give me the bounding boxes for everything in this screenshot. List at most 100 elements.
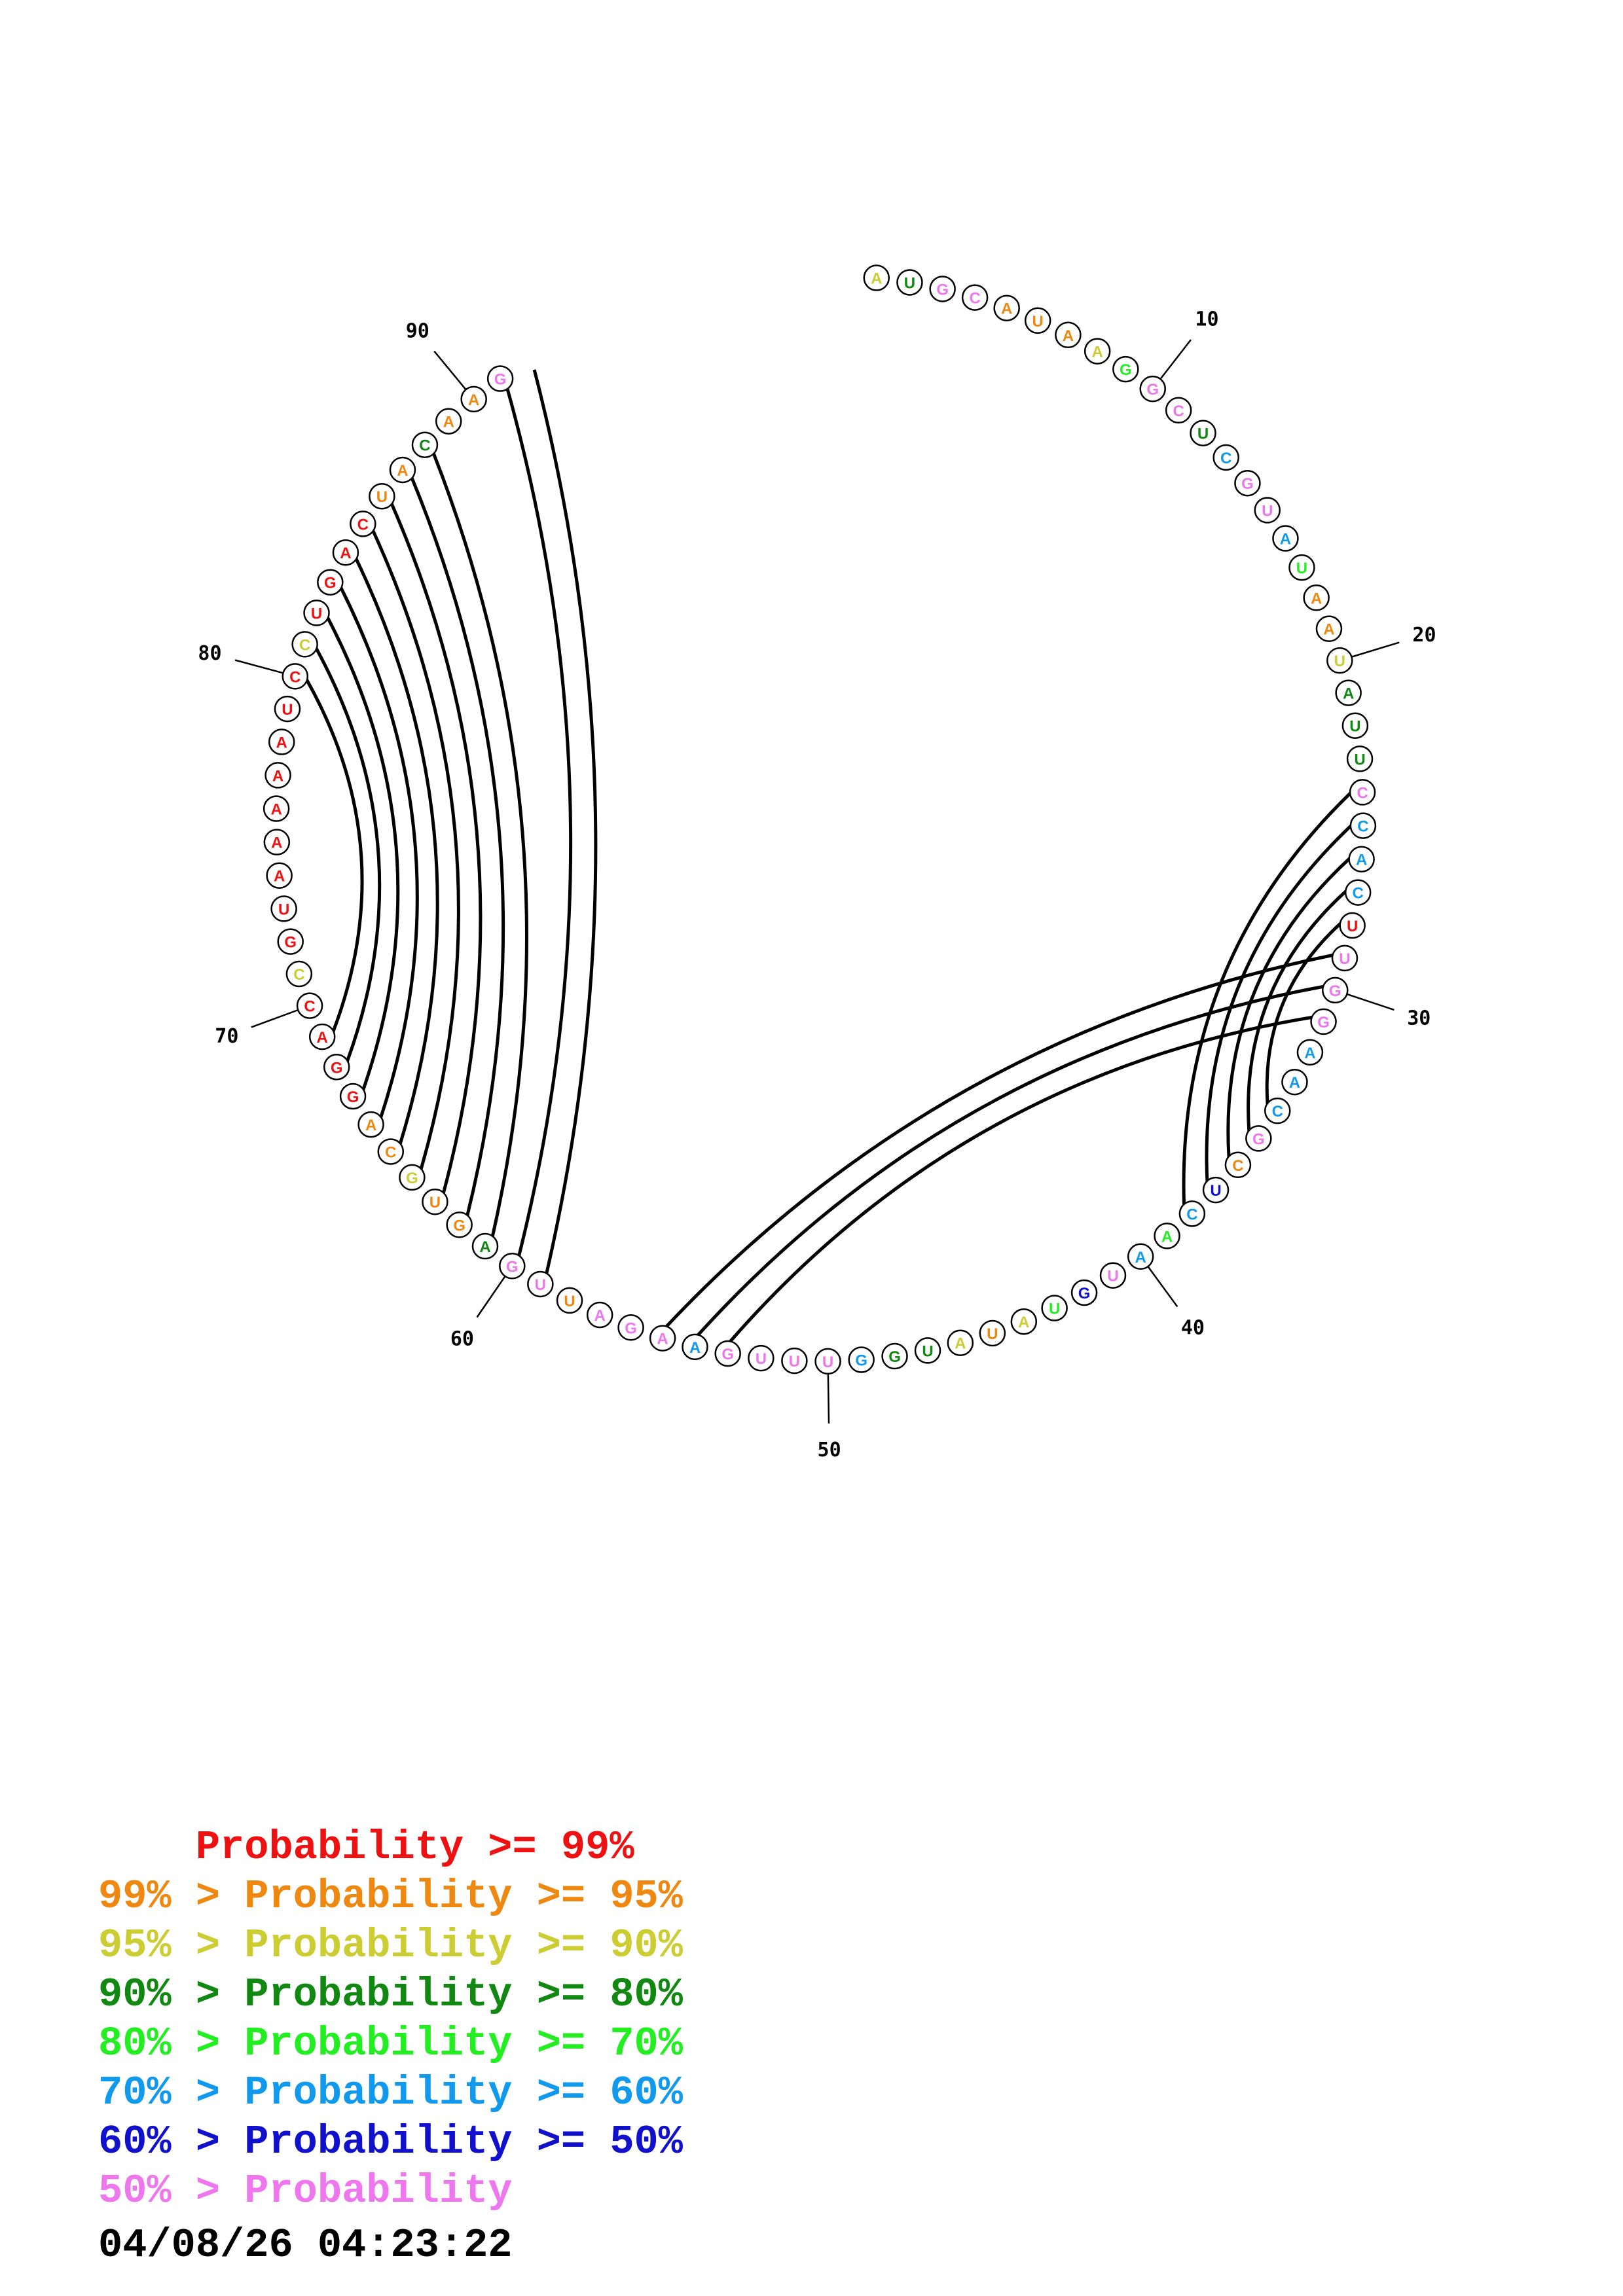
nucleotide-circle — [1346, 745, 1374, 772]
nucleotide-circle — [929, 276, 956, 302]
nucleotide-circle — [1154, 1223, 1180, 1249]
nucleotide-circle — [1127, 1243, 1154, 1270]
nucleotide-letter: A — [1311, 590, 1322, 607]
nucleotide-letter: U — [282, 701, 293, 719]
nucleotide-circle — [1331, 944, 1359, 972]
position-label: 90 — [406, 320, 429, 343]
nucleotide-circle — [1326, 647, 1353, 674]
nucleotide-letter: G — [406, 1170, 418, 1187]
nucleotide-circle — [781, 1347, 808, 1374]
nucleotide-circle — [1165, 397, 1192, 424]
nucleotide-circle — [1344, 879, 1372, 906]
position-tick — [827, 1374, 830, 1424]
nucleotide: A — [947, 1329, 974, 1356]
nucleotide-letter: G — [936, 281, 949, 298]
nucleotide-ring: A U G CAUAAGGCUCGUAUAAUAUUCCACUUGGAACGCUCAA… — [263, 264, 1377, 1375]
nucleotide-letter: G — [506, 1258, 519, 1276]
nucleotide: U — [1288, 554, 1315, 581]
nucleotide: G — [323, 1054, 350, 1081]
nucleotide-letter: A — [272, 767, 283, 785]
nucleotide: U — [303, 600, 330, 626]
nucleotide-letter: U — [535, 1276, 546, 1294]
nucleotide-circle — [1224, 1151, 1252, 1179]
nucleotide-circle — [556, 1287, 583, 1314]
nucleotide: G — [617, 1314, 644, 1341]
nucleotide-letter: U — [278, 901, 289, 918]
nucleotide-circle — [1190, 420, 1216, 446]
nucleotide-letter: A — [340, 545, 351, 562]
nucleotide: C — [961, 284, 989, 311]
nucleotide-circle — [1139, 375, 1166, 403]
nucleotide-circle — [649, 1325, 676, 1352]
nucleotide-circle — [285, 960, 313, 988]
nucleotide-letter: A — [274, 868, 285, 886]
nucleotide-circle — [266, 862, 293, 889]
nucleotide-circle — [339, 1083, 367, 1110]
nucleotide-circle — [1024, 307, 1051, 334]
legend-row: 50% > Probability — [98, 2166, 683, 2215]
nucleotide-circle — [357, 1111, 384, 1138]
nucleotide-circle — [389, 456, 416, 484]
nucleotide-circle — [1339, 912, 1366, 939]
nucleotide: A — [460, 386, 487, 413]
nucleotide: A — [586, 1301, 613, 1329]
nucleotide: G — [317, 569, 344, 596]
base-pair-arc — [371, 529, 460, 1170]
nucleotide: A — [1296, 1039, 1324, 1066]
nucleotide-letter: A — [276, 734, 287, 752]
legend-text: Probability >= 90% — [244, 1922, 683, 1969]
nucleotide-letter: G — [1317, 1014, 1330, 1031]
nucleotide: G — [1322, 977, 1349, 1004]
nucleotide-circle — [263, 829, 291, 855]
nucleotide-letter: A — [594, 1307, 606, 1325]
nucleotide: C — [1264, 1097, 1291, 1124]
nucleotide-circle — [460, 386, 487, 413]
nucleotide-letter: C — [357, 516, 369, 533]
nucleotide-letter: U — [922, 1342, 933, 1360]
nucleotide-circle — [1010, 1308, 1038, 1335]
nucleotide-letter: C — [1220, 450, 1231, 467]
base-pair-arc — [1226, 857, 1351, 1158]
nucleotide: A — [1303, 584, 1330, 611]
nucleotide: A — [263, 795, 290, 822]
nucleotide: G — [499, 1253, 526, 1280]
nucleotide-circle — [1310, 1008, 1337, 1035]
nucleotide-letter: C — [289, 668, 301, 686]
nucleotide-letter: U — [311, 605, 322, 622]
nucleotide-circle — [1335, 679, 1362, 706]
position-label: 70 — [215, 1025, 238, 1048]
nucleotide: A — [1348, 846, 1375, 872]
nucleotide-letter: A — [1289, 1074, 1300, 1092]
nucleotide-letter: A — [397, 462, 408, 480]
nucleotide-letter: G — [324, 575, 337, 592]
nucleotide-letter: A — [1343, 685, 1354, 703]
legend-row: 70% > Probability >= 60% — [98, 2068, 683, 2117]
base-pair-arc — [505, 387, 573, 1257]
nucleotide: A — [332, 539, 359, 566]
nucleotide: G — [1310, 1008, 1337, 1035]
nucleotide-circle — [682, 1333, 708, 1361]
nucleotide-circle — [332, 539, 359, 566]
position-tick — [433, 350, 466, 390]
nucleotide-letter: A — [468, 391, 479, 409]
base-pair-arc — [390, 502, 483, 1194]
nucleotide-letter: G — [331, 1059, 343, 1077]
base-pair-arc — [354, 557, 439, 1145]
nucleotide-circle — [1272, 525, 1299, 552]
nucleotide: G — [714, 1340, 741, 1367]
nucleotide: U — [1041, 1295, 1068, 1321]
nucleotide: G — [1234, 469, 1261, 497]
nucleotide-letter: A — [689, 1339, 701, 1357]
nucleotide: U — [1326, 647, 1353, 674]
nucleotide: C — [291, 631, 318, 658]
nucleotide-letter: A — [1356, 852, 1367, 869]
nucleotide-circle — [527, 1270, 554, 1298]
nucleotide-circle — [263, 795, 290, 822]
base-pair-arc — [339, 586, 419, 1119]
nucleotide-circle — [979, 1319, 1006, 1347]
legend-row: 99% > Probability >= 95% — [98, 1872, 683, 1921]
nucleotide-circle — [422, 1188, 448, 1215]
nucleotide-letter: U — [1262, 502, 1273, 520]
nucleotide: C — [1349, 779, 1376, 806]
nucleotide: A — [268, 728, 295, 755]
